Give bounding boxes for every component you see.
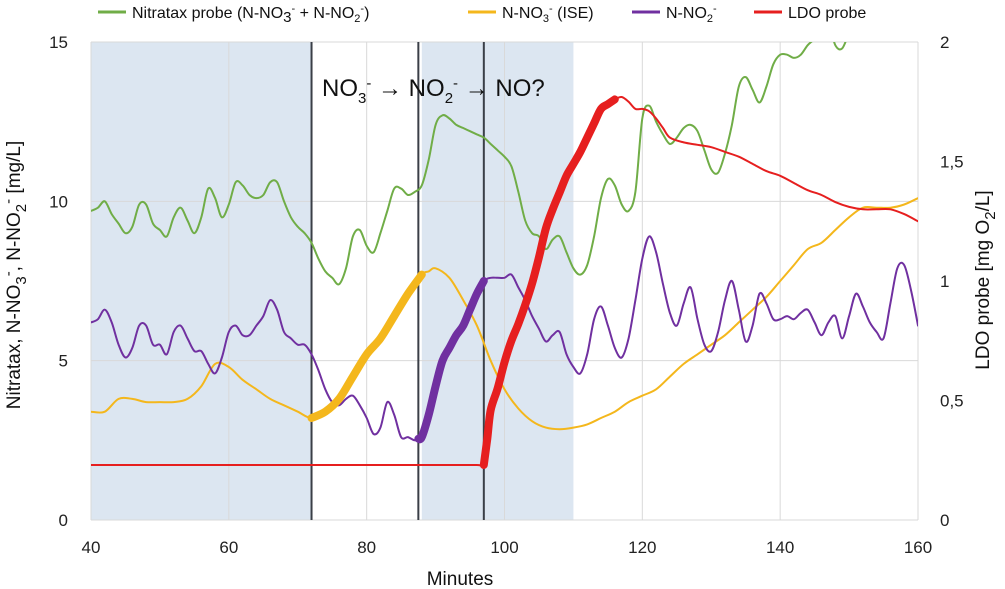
annot-arrow-no2: → NO bbox=[371, 75, 444, 102]
annot-no3: NO bbox=[322, 75, 358, 102]
y2-title-part1: LDO probe [mg O bbox=[973, 220, 994, 370]
annot-sub-2: 2 bbox=[445, 90, 453, 107]
y2-tick-label-3: 1,5 bbox=[940, 153, 964, 172]
y2-axis-title: LDO probe [mg O2/L] bbox=[973, 190, 999, 369]
reaction-annotation: NO3- → NO2- → NO? bbox=[322, 75, 545, 107]
legend-item-ldo: LDO probe bbox=[754, 5, 866, 22]
y2-tick-label-4: 2 bbox=[940, 33, 949, 52]
annot-sup-minus-1: - bbox=[366, 75, 371, 92]
legend-label-ldo: LDO probe bbox=[788, 5, 866, 22]
y2-tick-label-2: 1 bbox=[940, 272, 949, 291]
annot-sub-3: 3 bbox=[358, 90, 366, 107]
y2-tick-label-0: 0 bbox=[940, 511, 949, 530]
x-tick-label-2: 80 bbox=[357, 538, 376, 557]
y-axis-title: Nitratax, N-NO3-, N-NO2- [mg/L] bbox=[0, 141, 30, 409]
y-title-part2: , N-NO bbox=[4, 212, 25, 271]
y2-title-part2: /L] bbox=[973, 190, 994, 211]
y2-title-sub: 2 bbox=[982, 211, 999, 219]
legend-item-no3-ise: N-NO3- (ISE) bbox=[468, 3, 594, 25]
series-no2-line bbox=[91, 235, 918, 442]
legend: Nitratax probe (N-NO3- + N-NO2-) N-NO3- … bbox=[98, 3, 866, 26]
y-title-sub1: 3 bbox=[13, 276, 30, 284]
series-nitratax-line bbox=[91, 42, 847, 286]
y-tick-label-0: 0 bbox=[59, 511, 68, 530]
annot-arrow-no: → NO? bbox=[458, 75, 545, 102]
x-tick-label-0: 40 bbox=[82, 538, 101, 557]
shaded-regions bbox=[91, 42, 574, 520]
tick-labels: 40 60 80 100 120 140 160 0 5 10 15 0 0,5 1 1,5 2 bbox=[49, 33, 964, 557]
x-tick-label-1: 60 bbox=[219, 538, 238, 557]
legend-label-nitratax: Nitratax probe (N-NO3- + N-NO2-) bbox=[132, 3, 369, 26]
legend-item-no2: N-NO2- bbox=[632, 3, 717, 25]
y-title-sup1: - bbox=[0, 271, 17, 276]
annot-sup-minus-2: - bbox=[453, 75, 458, 92]
y2-tick-label-1: 0,5 bbox=[940, 392, 964, 411]
x-axis-title: Minutes bbox=[427, 569, 494, 589]
shaded-region-1 bbox=[421, 42, 574, 520]
x-tick-label-4: 120 bbox=[628, 538, 656, 557]
shaded-region-0 bbox=[91, 42, 312, 520]
highlight-layer bbox=[307, 95, 619, 469]
x-tick-label-5: 140 bbox=[766, 538, 794, 557]
highlight-no2-rise bbox=[414, 277, 488, 444]
y-title-part1: Nitratax, N-NO bbox=[4, 285, 25, 410]
legend-label-no2: N-NO2- bbox=[666, 3, 717, 25]
highlight-ldo-rise bbox=[479, 95, 619, 469]
y-title-part3: [mg/L] bbox=[4, 141, 25, 199]
y-title-sub2: 2 bbox=[13, 204, 30, 212]
x-tick-label-6: 160 bbox=[904, 538, 932, 557]
y-tick-label-1: 5 bbox=[59, 352, 68, 371]
y-title-sup2: - bbox=[0, 199, 17, 204]
highlight-no3-rise bbox=[307, 270, 426, 422]
y-tick-label-3: 15 bbox=[49, 33, 68, 52]
y-tick-label-2: 10 bbox=[49, 192, 68, 211]
legend-item-nitratax: Nitratax probe (N-NO3- + N-NO2-) bbox=[98, 3, 369, 26]
x-tick-label-3: 100 bbox=[490, 538, 518, 557]
legend-label-no3-ise: N-NO3- (ISE) bbox=[502, 3, 594, 25]
